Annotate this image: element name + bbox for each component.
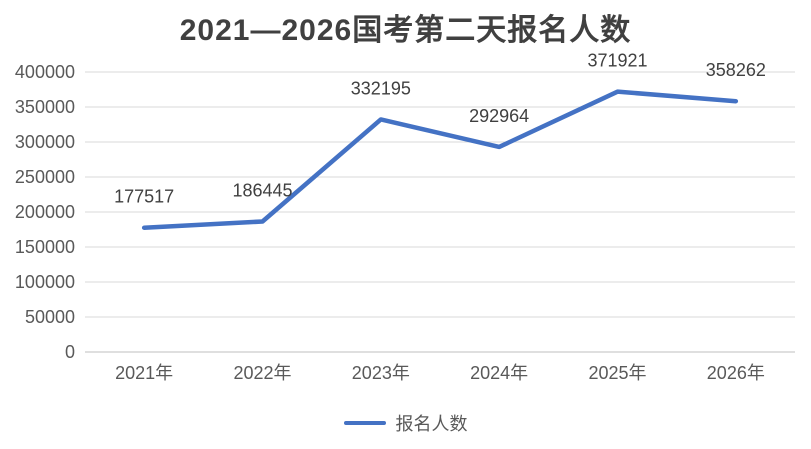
y-axis-tick-label: 300000 bbox=[15, 132, 75, 152]
y-axis-tick-label: 150000 bbox=[15, 237, 75, 257]
data-label: 358262 bbox=[706, 60, 766, 80]
chart-legend: 报名人数 bbox=[0, 411, 811, 435]
chart-title: 2021—2026国考第二天报名人数 bbox=[179, 14, 632, 47]
x-axis-tick-label: 2022年 bbox=[233, 363, 291, 383]
x-axis-tick-label: 2024年 bbox=[470, 363, 528, 383]
y-axis-tick-label: 0 bbox=[65, 342, 75, 362]
x-axis-tick-label: 2021年 bbox=[115, 363, 173, 383]
series-line bbox=[141, 89, 739, 230]
data-label: 292964 bbox=[469, 106, 529, 126]
y-axis-tick-label: 400000 bbox=[15, 62, 75, 82]
y-axis-tick-label: 200000 bbox=[15, 202, 75, 222]
data-label: 186445 bbox=[232, 180, 292, 200]
y-axis-tick-label: 250000 bbox=[15, 167, 75, 187]
y-axis-tick-label: 100000 bbox=[15, 272, 75, 292]
x-axis-tick-label: 2026年 bbox=[707, 363, 765, 383]
legend-label: 报名人数 bbox=[395, 414, 468, 434]
data-label: 371921 bbox=[587, 51, 647, 71]
y-axis-tick-label: 350000 bbox=[15, 97, 75, 117]
x-axis-tick-label: 2025年 bbox=[588, 363, 646, 383]
y-axis-tick-label: 50000 bbox=[25, 307, 75, 327]
data-label: 332195 bbox=[351, 78, 411, 98]
legend-line-swatch bbox=[343, 421, 386, 425]
x-axis-tick-label: 2023年 bbox=[352, 363, 410, 383]
data-label: 177517 bbox=[114, 187, 174, 207]
